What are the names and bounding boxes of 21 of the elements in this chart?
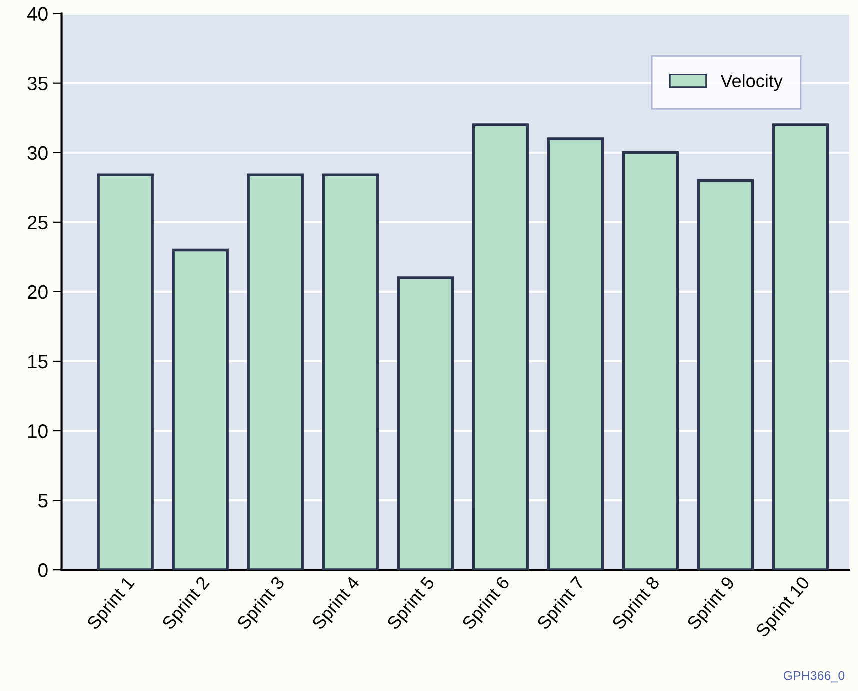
bar xyxy=(772,124,830,570)
bar xyxy=(247,174,304,570)
bar xyxy=(697,179,754,570)
bar xyxy=(97,174,154,570)
bar xyxy=(547,138,604,570)
bar xyxy=(622,151,680,570)
y-tick-label: 10 xyxy=(28,424,48,438)
y-tick-label: 25 xyxy=(28,216,48,230)
y-tick-label: 5 xyxy=(38,494,48,508)
bar xyxy=(322,174,379,570)
bar xyxy=(397,276,454,570)
text: GPH366_0 xyxy=(784,671,845,683)
y-tick-label: 20 xyxy=(28,285,48,300)
y-tick-label: 0 xyxy=(38,564,48,578)
y-tick-label: 15 xyxy=(28,355,48,369)
bar xyxy=(472,124,529,570)
y-tick-label: 30 xyxy=(28,146,48,160)
bar xyxy=(172,248,229,570)
y-tick-label: 40 xyxy=(27,7,48,22)
y-tick-label: 35 xyxy=(28,76,48,91)
legend-label: Velocity xyxy=(720,74,783,92)
